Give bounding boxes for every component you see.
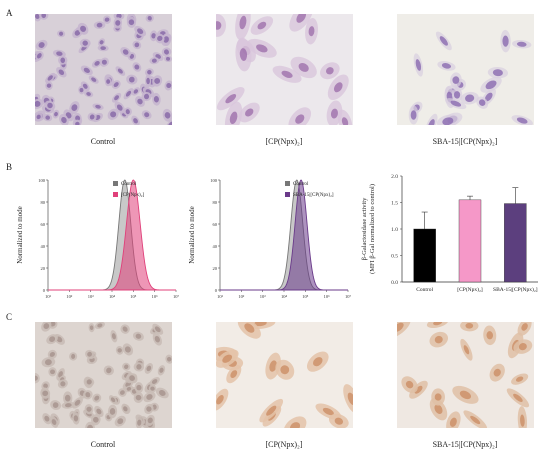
micrograph-a-sba bbox=[397, 14, 534, 125]
y-tick-label: 0 bbox=[43, 288, 46, 293]
legend-swatch bbox=[285, 192, 290, 197]
y-tick-label: 80 bbox=[41, 200, 46, 205]
y-tick-label: 40 bbox=[41, 244, 46, 249]
micrograph-a-sba-image bbox=[397, 14, 534, 125]
histogram-series-0 bbox=[48, 179, 176, 291]
y-tick-label: 2.0 bbox=[391, 174, 398, 180]
x-tick-label: 10¹ bbox=[217, 294, 224, 299]
y-tick-label: 0.0 bbox=[391, 280, 398, 286]
legend-label: Control bbox=[293, 182, 309, 187]
y-axis-label-line1: β-Galactosidase activity bbox=[361, 197, 368, 260]
y-tick-label: 100 bbox=[210, 178, 218, 183]
micrograph-c-cp-image bbox=[216, 322, 353, 428]
caption-c-sba: SBA-15|[CP(Npx)₂] bbox=[432, 440, 498, 449]
legend-swatch bbox=[113, 181, 118, 186]
micrograph-c-control bbox=[35, 322, 172, 428]
x-tick-label: 10⁷ bbox=[345, 294, 352, 299]
y-tick-label: 1.5 bbox=[391, 201, 398, 207]
y-tick-label: 60 bbox=[41, 222, 46, 227]
y-tick-label: 20 bbox=[213, 266, 218, 271]
bar bbox=[413, 228, 436, 283]
y-tick-label: 100 bbox=[38, 178, 46, 183]
histogram-control-vs-cp: Normalized to mode 0 20 40 60 80 100 10¹ 10² 10³ 1… bbox=[16, 178, 180, 299]
x-tick-label: 10³ bbox=[88, 294, 95, 299]
micrograph-a-cp bbox=[216, 14, 353, 125]
x-tick-label: 10⁷ bbox=[173, 294, 180, 299]
histogram-series-1 bbox=[220, 179, 348, 291]
micrograph-a-control-image bbox=[35, 14, 172, 125]
micrograph-c-sba-image bbox=[397, 322, 534, 428]
legend-label: [CP(Npx)₂] bbox=[121, 193, 144, 198]
x-tick-label: 10⁶ bbox=[324, 294, 331, 299]
legend-label: Control bbox=[121, 182, 137, 187]
x-tick-label: 10⁶ bbox=[152, 294, 159, 299]
micrograph-a-cp-image bbox=[216, 14, 353, 125]
legend-swatch bbox=[285, 181, 290, 186]
x-category-label: SBA-15|[CP(Npx)₂] bbox=[493, 286, 538, 293]
histogram-control-vs-sba: Normalized to mode 0 20 40 60 80 100 10¹ 10² 10³ 1… bbox=[188, 178, 352, 299]
micrograph-c-sba bbox=[397, 322, 534, 428]
x-tick-label: 10⁴ bbox=[109, 294, 116, 299]
y-tick-label: 40 bbox=[213, 244, 218, 249]
caption-c-cp: [CP(Npx)₂] bbox=[265, 440, 303, 449]
y-tick-label: 1.0 bbox=[391, 227, 398, 233]
bar bbox=[504, 203, 527, 283]
histogram-series-1 bbox=[48, 179, 176, 291]
caption-c-control: Control bbox=[90, 440, 116, 449]
panel-label-c: C bbox=[6, 312, 13, 322]
x-category-label: [CP(Npx)₂] bbox=[457, 286, 483, 293]
y-tick-label: 60 bbox=[213, 222, 218, 227]
x-tick-label: 10⁴ bbox=[281, 294, 288, 299]
x-tick-label: 10⁵ bbox=[302, 294, 309, 299]
y-tick-label: 0.5 bbox=[391, 254, 398, 260]
y-tick-label: 20 bbox=[41, 266, 46, 271]
caption-a-control: Control bbox=[90, 137, 116, 146]
micrograph-c-cp bbox=[216, 322, 353, 428]
legend-label: SBA-15|[CP(Npx)₂] bbox=[293, 193, 334, 198]
panel-label-b: B bbox=[6, 162, 13, 172]
beta-gal-bar-chart: β-Galactosidase activity (MFI β-Gal norma… bbox=[361, 174, 538, 293]
y-axis-label-line2: (MFI β-Gal normalized to control) bbox=[369, 184, 376, 274]
x-category-label: Control bbox=[416, 287, 433, 293]
bar bbox=[458, 199, 482, 283]
micrograph-c-control-image bbox=[35, 322, 172, 428]
micrograph-a-control bbox=[35, 14, 172, 125]
legend-swatch bbox=[113, 192, 118, 197]
x-tick-label: 10⁵ bbox=[130, 294, 137, 299]
x-tick-label: 10¹ bbox=[45, 294, 52, 299]
x-tick-label: 10² bbox=[66, 294, 73, 299]
x-tick-label: 10² bbox=[238, 294, 245, 299]
x-tick-label: 10³ bbox=[260, 294, 267, 299]
caption-a-cp: [CP(Npx)₂] bbox=[265, 137, 303, 146]
y-axis-label: Normalized to mode bbox=[188, 206, 196, 264]
y-tick-label: 0 bbox=[215, 288, 218, 293]
caption-a-sba: SBA-15|[CP(Npx)₂] bbox=[432, 137, 498, 146]
panel-label-a: A bbox=[6, 8, 13, 18]
y-tick-label: 80 bbox=[213, 200, 218, 205]
y-axis-label: Normalized to mode bbox=[16, 206, 24, 264]
